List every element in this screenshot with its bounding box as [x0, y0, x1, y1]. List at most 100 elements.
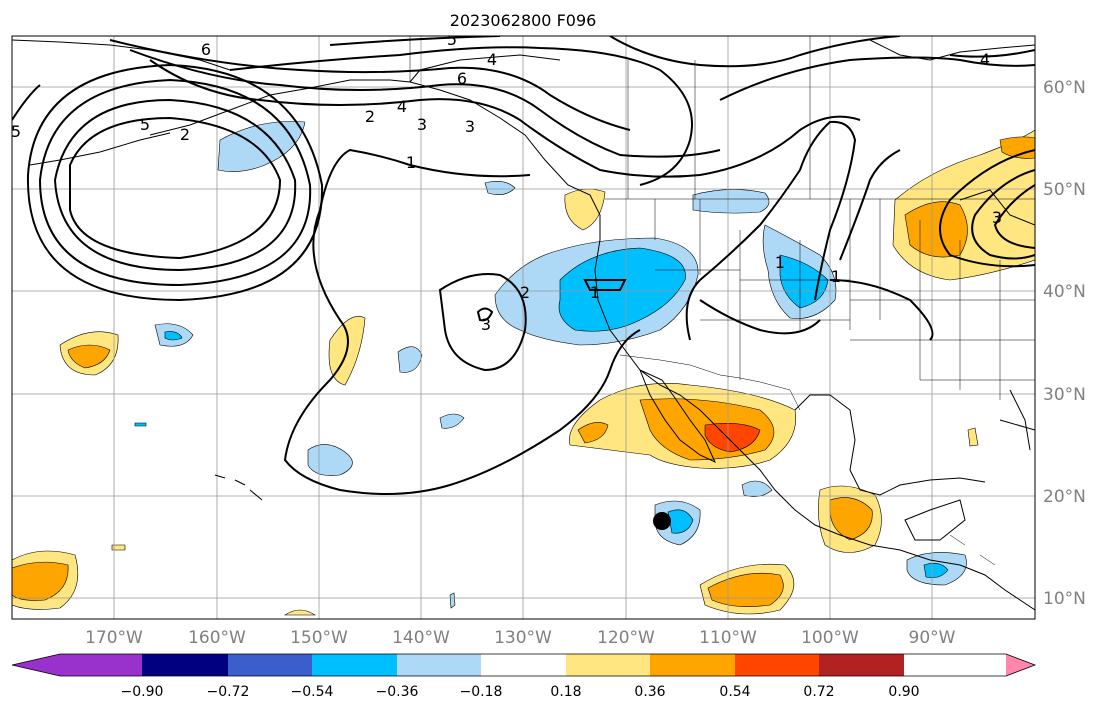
- contour-label: 2: [180, 125, 190, 144]
- contour-far-west: [12, 84, 41, 121]
- pos-area-gulf-mexico-coast-core: [829, 497, 873, 541]
- contour-northeast-3: [971, 169, 1035, 260]
- contour-rockies-2: [839, 149, 901, 261]
- colorbar-segment: [60, 654, 142, 676]
- contour-label: 5: [140, 115, 150, 134]
- colorbar-tick: −0.72: [207, 684, 250, 700]
- contour-baja-loop: [583, 279, 627, 291]
- contour-low-center-3: [38, 78, 312, 287]
- contour-label: 1: [406, 153, 416, 172]
- lon-label: 160°W: [188, 628, 246, 648]
- contour-northeast-2: [939, 149, 1035, 268]
- cuba: [999, 419, 1035, 431]
- colorbar-segment: [397, 654, 481, 676]
- pos-area-tiny-2: [967, 427, 979, 447]
- colorbar-segment: [650, 654, 735, 676]
- us-mexico-border: [619, 354, 801, 411]
- contour-small-3: [476, 307, 494, 322]
- contour-jet-1: [149, 59, 861, 178]
- contour-label: 1: [590, 283, 600, 302]
- lat-label: 40°N: [1043, 282, 1086, 302]
- contour-labels: 6 4 5 2 4 3 1 5 6 5 2 3 2 1 3 1 1 3 4: [11, 30, 1002, 334]
- longitude-labels: 170°W 160°W 150°W 140°W 130°W 120°W 110°…: [85, 628, 956, 648]
- contour-low-center-4: [26, 63, 324, 302]
- colorbar: −0.90 −0.72 −0.54 −0.36 −0.18 0.18 0.36 …: [11, 653, 1037, 700]
- colorbar-tick: 0.36: [634, 684, 665, 700]
- contour-east-trough: [829, 279, 934, 341]
- colorbar-extend-high: [1006, 654, 1035, 676]
- florida-coast: [1009, 389, 1031, 451]
- bering-coast: [12, 39, 231, 71]
- neg-area-tiny-1: [134, 422, 147, 427]
- neg-area-central-america-core: [923, 563, 949, 578]
- aleutians: [29, 132, 171, 166]
- colorbar-segment: [819, 654, 904, 676]
- lon-label: 130°W: [494, 628, 552, 648]
- latitude-labels: 60°N 50°N 40°N 30°N 20°N 10°N: [1043, 78, 1086, 609]
- pos-area-offshore-west-core: [67, 344, 111, 369]
- pos-area-west-offshore: [577, 422, 609, 444]
- lat-label: 50°N: [1043, 180, 1086, 200]
- neg-area-tropical-core: [667, 509, 694, 534]
- newfoundland-coast: [959, 189, 1035, 226]
- colorbar-tick: 0.72: [803, 684, 834, 700]
- hudson-bay-coast: [869, 39, 1035, 61]
- lat-label: 30°N: [1043, 385, 1086, 405]
- contour-1-big: [283, 148, 641, 495]
- contour-jet-3: [109, 39, 631, 131]
- central-america-borders: [949, 534, 996, 566]
- lon-label: 170°W: [85, 628, 143, 648]
- lat-label: 10°N: [1043, 589, 1086, 609]
- lon-label: 100°W: [801, 628, 859, 648]
- pos-area-gulf-california-core: [704, 423, 761, 453]
- lon-label: 120°W: [597, 628, 655, 648]
- colorbar-ticks: −0.90 −0.72 −0.54 −0.36 −0.18 0.18 0.36 …: [121, 684, 920, 700]
- baja-peninsula: [639, 369, 717, 464]
- contour-rockies-1: [685, 120, 857, 341]
- colorbar-tick: −0.36: [376, 684, 419, 700]
- graticule-lines: [12, 36, 1035, 619]
- colorbar-segment: [312, 654, 397, 676]
- contour-label: 4: [487, 50, 497, 69]
- map-frame: [11, 35, 1036, 620]
- contour-1-west: [438, 273, 527, 372]
- colorbar-tick: 0.18: [550, 684, 581, 700]
- contour-jet-5: [329, 36, 501, 46]
- pos-area-tiny-3: [284, 609, 316, 616]
- colorbar-segment: [228, 654, 312, 676]
- colorbar-tick: −0.54: [291, 684, 334, 700]
- neg-area-small-3: [397, 346, 423, 373]
- coastlines: [12, 39, 1035, 611]
- contour-north-ridge: [609, 36, 901, 68]
- colorbar-extend-low: [12, 654, 60, 676]
- contour-northeast-top: [949, 49, 1035, 58]
- neg-area-small-1: [484, 181, 516, 195]
- neg-area-small-4: [439, 413, 465, 429]
- colorbar-segment: [142, 654, 228, 676]
- colorbar-tick: −0.90: [121, 684, 164, 700]
- contour-label: 3: [992, 208, 1002, 227]
- alaska-panhandle: [409, 54, 561, 83]
- neg-area-small-2-core: [164, 331, 183, 341]
- black-dot-marker: [653, 512, 671, 530]
- contour-label: 2: [520, 283, 530, 302]
- neg-area-tiny-2: [449, 592, 456, 609]
- contour-jet-2: [129, 49, 721, 158]
- lon-label: 90°W: [909, 628, 956, 648]
- us-states-lines: [654, 199, 1035, 400]
- contour-label: 4: [980, 50, 990, 69]
- colorbar-tick: 0.90: [888, 684, 919, 700]
- contour-lines: [12, 36, 1035, 495]
- contour-label: 4: [397, 97, 407, 116]
- contour-label: 5: [447, 30, 457, 49]
- colorbar-outline: [11, 653, 1037, 677]
- lat-label: 20°N: [1043, 487, 1086, 507]
- alaska-south-coast: [149, 79, 411, 136]
- contour-low-center-2: [53, 98, 297, 272]
- map-title: 2023062800 F096: [450, 11, 597, 30]
- lon-label: 110°W: [699, 628, 757, 648]
- contour-rockies-3: [699, 299, 821, 335]
- contour-label: 5: [11, 122, 21, 141]
- contour-label: 2: [365, 107, 375, 126]
